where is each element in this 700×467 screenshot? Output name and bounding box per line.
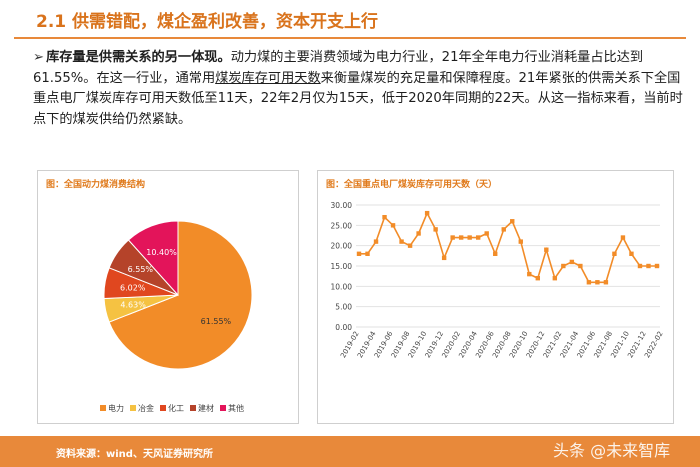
y-tick-label: 10.00: [331, 282, 353, 291]
paragraph-text-1: 动力煤的主要消费领域为电力行业，21年全年电力行业消耗量占比达到61.55%。在…: [33, 50, 644, 86]
series-point: [424, 210, 430, 216]
series-point: [527, 271, 532, 277]
legend-label: 电力: [108, 404, 124, 413]
pie-slice-4: [127, 220, 179, 297]
paragraph-underlined: 煤炭库存可用天数: [215, 70, 321, 86]
y-tick-label: 15.00: [331, 262, 353, 271]
pie-chart-title: 图：全国动力煤消费结构: [46, 180, 146, 190]
legend-label: 建材: [198, 404, 214, 413]
y-tick-label: 0.00: [335, 323, 352, 332]
series-point: [493, 251, 498, 256]
legend-label: 化工: [168, 404, 184, 413]
y-tick-label: 20.00: [331, 242, 353, 251]
series-point: [518, 239, 523, 244]
legend-swatch: [100, 405, 106, 411]
series-point: [365, 251, 370, 256]
series-point: [578, 263, 583, 269]
series-point: [467, 235, 472, 240]
series-point: [501, 227, 506, 232]
series-point: [569, 259, 575, 265]
series-point: [484, 231, 489, 236]
bullet-arrow-icon: ➢: [33, 50, 45, 65]
footer-bar: [0, 436, 700, 467]
paragraph-text-2: 来衡量煤炭的充足量和保障程度。21年紧张的供需关系下全国重点电厂煤炭库存可用天数…: [33, 70, 683, 127]
watermark: 头条 @未来智库: [553, 441, 671, 460]
series-point: [382, 215, 387, 220]
series-point: [535, 276, 540, 281]
legend-item: 电力: [100, 403, 124, 414]
pie-label-1: 4.63%: [120, 301, 146, 310]
series-point: [399, 239, 404, 244]
legend-item: 其他: [220, 403, 244, 414]
pie-slice-0: [108, 220, 253, 370]
legend-swatch: [160, 405, 166, 411]
series-point: [390, 223, 396, 228]
series-point: [441, 255, 447, 261]
pie-label-3: 6.55%: [128, 265, 154, 274]
series-line: [359, 211, 657, 284]
series-point: [552, 276, 558, 281]
pie-chart-panel: 图：全国动力煤消费结构 61.55% 4.63% 6.02% 6.55% 10.40% …: [37, 170, 299, 424]
series-point: [373, 239, 379, 244]
series-point: [646, 263, 651, 269]
series-point: [416, 231, 421, 236]
series-point: [620, 235, 626, 240]
series-point: [510, 219, 515, 224]
legend-item: 建材: [190, 403, 214, 414]
page-title: 2.1 供需错配，煤企盈利改善，资本开支上行: [36, 12, 379, 32]
legend-label: 冶金: [138, 404, 154, 413]
y-tick-label: 25.00: [331, 221, 353, 230]
series-point: [433, 227, 438, 232]
series-point: [561, 263, 566, 269]
footer-source: 资料来源：wind、天风证券研究所: [56, 449, 213, 460]
pie-label-2: 6.02%: [120, 284, 146, 293]
series-point: [356, 251, 362, 256]
line-chart-panel: 图：全国重点电厂煤炭库存可用天数（天） 0.00 5.00 10.00 15.00 20…: [317, 170, 674, 424]
series-point: [476, 235, 481, 240]
pie-chart: 61.55% 4.63% 6.02% 6.55% 10.40%: [103, 220, 253, 370]
title-bar: 2.1 供需错配，煤企盈利改善，资本开支上行: [0, 0, 700, 40]
legend-item: 化工: [160, 403, 184, 414]
series-point: [586, 280, 592, 285]
series-point: [544, 247, 549, 252]
legend-swatch: [130, 405, 136, 411]
series-point: [595, 280, 600, 285]
series-point: [629, 251, 634, 256]
series-point: [450, 235, 455, 240]
series-point: [407, 243, 413, 248]
line-chart: 0.005.0010.0015.0020.0025.0030.002019-02…: [331, 201, 665, 359]
pie-legend: 电力 冶金 化工 建材 其他: [100, 403, 250, 414]
line-chart-title: 图：全国重点电厂煤炭库存可用天数（天）: [326, 180, 498, 190]
series-point: [654, 263, 660, 269]
pie-label-0: 61.55%: [201, 317, 232, 326]
series-point: [612, 251, 617, 256]
y-tick-label: 5.00: [335, 303, 352, 312]
legend-item: 冶金: [130, 403, 154, 414]
series-point: [458, 235, 464, 240]
series-point: [637, 263, 643, 269]
pie-label-4: 10.40%: [146, 248, 177, 257]
legend-swatch: [220, 405, 226, 411]
series-point: [603, 280, 609, 285]
body-paragraph: ➢ 库存量是供需关系的另一体现。动力煤的主要消费领域为电力行业，21年全年电力行业…: [33, 48, 683, 130]
legend-label: 其他: [228, 404, 244, 413]
paragraph-lead: 库存量是供需关系的另一体现。: [46, 50, 231, 65]
title-divider: [14, 37, 686, 39]
y-tick-label: 30.00: [331, 201, 353, 210]
legend-swatch: [190, 405, 196, 411]
